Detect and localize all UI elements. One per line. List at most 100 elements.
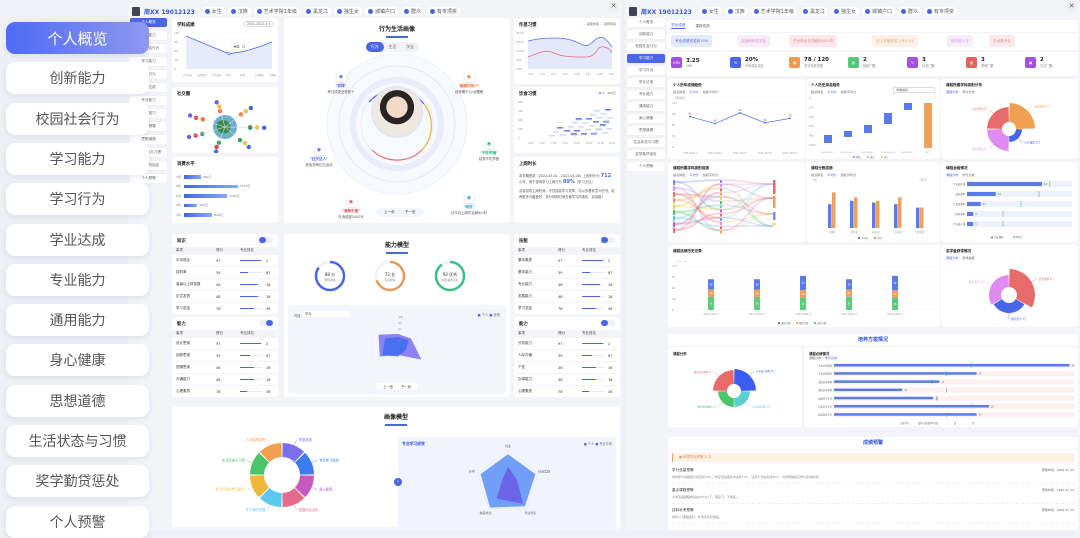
card-title: 能力: [177, 321, 186, 327]
student-name: 周XX 19012123: [641, 7, 692, 16]
next-button[interactable]: 下一页: [401, 209, 420, 216]
subnav-item[interactable]: 校园社会行为: [627, 42, 665, 51]
subnav-item[interactable]: 奖学勤贷惩处: [627, 150, 665, 159]
tag-icon: [430, 9, 435, 14]
filter-option[interactable]: 加权平均分: [703, 89, 718, 94]
svg-text:毕业论文学分: 毕业论文学分: [818, 405, 832, 409]
filter-option[interactable]: 加权平均分: [841, 172, 856, 177]
radar-axis-label: 创业: [505, 443, 511, 448]
warning-item[interactable]: 学分总量预警你的学分总数距计划完成70%，你应该在团队中完成70%，还存十分在完…: [672, 466, 1074, 484]
trait-icon: ◉: [465, 73, 474, 82]
ring-label: 学科成绩: [324, 278, 335, 282]
filter-option[interactable]: 绩点排名: [811, 172, 823, 177]
heat-cell: [557, 127, 563, 129]
subnav-item[interactable]: 个人预警: [130, 174, 167, 183]
menu-item[interactable]: 专业能力: [6, 264, 149, 296]
filter-option[interactable]: 奖学金额: [962, 255, 974, 260]
legend-swatch: [796, 322, 798, 324]
prev-button[interactable]: 上一页: [380, 209, 399, 216]
menu-item[interactable]: 学习能力: [6, 143, 149, 175]
menu-item[interactable]: 奖学勤贷惩处: [6, 465, 149, 497]
filter-option[interactable]: 平均分: [689, 89, 698, 94]
term-select[interactable]: 2021-2022-1 ▾: [243, 21, 274, 27]
rank-bar-fill: [240, 284, 258, 286]
chevron-right-icon[interactable]: ›: [394, 478, 402, 486]
rank-bar: [240, 260, 262, 262]
menu-item[interactable]: 创新能力: [6, 62, 149, 94]
subnav-item[interactable]: 个人预警: [627, 162, 665, 171]
student-tag: 艺术学院1年级: [751, 7, 797, 16]
heat-cell: [585, 129, 591, 131]
subnav-item[interactable]: 创新能力: [627, 30, 665, 39]
plan-section-title: 培养方案情况: [668, 334, 1078, 346]
filter-option[interactable]: 平均分: [689, 172, 698, 177]
portrait-tab[interactable]: 生活: [384, 42, 402, 52]
rank-select[interactable]: 学期排名: [893, 87, 935, 93]
filter-option[interactable]: 平均分: [827, 89, 836, 94]
filter-option[interactable]: 加权平均分: [841, 89, 856, 94]
subnav-item[interactable]: 学习能力: [627, 54, 665, 63]
period-select[interactable]: 学年: [302, 311, 350, 317]
view-toggle[interactable]: [601, 237, 615, 243]
menu-item[interactable]: 学业达成: [6, 224, 149, 256]
label-line: [294, 440, 296, 446]
next-button[interactable]: 下一页: [398, 383, 414, 390]
heat-cell: [592, 132, 598, 134]
prev-button[interactable]: 上一页: [380, 383, 396, 390]
view-toggle[interactable]: [601, 320, 615, 326]
menu-item[interactable]: 个人预警: [6, 506, 149, 538]
student-name: 周XX 19012123: [144, 7, 195, 16]
tab-courses[interactable]: 课程成绩: [695, 24, 709, 29]
filter-option[interactable]: 课程分布: [946, 89, 958, 94]
filter-option[interactable]: 学分达成: [962, 172, 974, 177]
table-header: 事项得分专业排名: [514, 330, 620, 338]
menu-item[interactable]: 思想道德: [6, 385, 149, 417]
close-button[interactable]: ✕: [609, 2, 618, 11]
view-toggle[interactable]: [259, 237, 273, 243]
y-tick: 60: [672, 123, 676, 127]
subnav-item[interactable]: 通用能力: [627, 102, 665, 111]
menu-item[interactable]: 生活状态与习惯: [6, 425, 149, 457]
heat-cell: [576, 118, 582, 120]
subnav-item[interactable]: 身心健康: [627, 114, 665, 123]
sankey-link: [675, 180, 720, 182]
subnav-item[interactable]: 生活状态与习惯: [627, 138, 665, 147]
tab-academic[interactable]: 学业成绩: [671, 23, 685, 29]
filter-option[interactable]: 绩点排名: [811, 89, 823, 94]
svg-text:专业核心课: 专业核心课: [953, 222, 966, 226]
filter-option[interactable]: 课程分布: [809, 356, 821, 360]
warning-item[interactable]: 挂科补考预警你有1门课程挂科，补考请及时准备。预警时间：2022.07.20: [672, 506, 1074, 524]
subnav-item[interactable]: 思想道德: [627, 126, 665, 135]
subnav-item[interactable]: 个人概览: [627, 18, 665, 27]
filter-option[interactable]: 课程分布: [946, 255, 958, 260]
subnav-item[interactable]: 专业能力: [627, 90, 665, 99]
portrait-tab[interactable]: 学业: [401, 42, 419, 52]
filter-option[interactable]: 绩点排名: [673, 172, 685, 177]
ring-label: 综合素质评价: [442, 278, 459, 282]
warning-item[interactable]: 重点课程预警大学英语课程成绩在60分以下，需复习，不能挂。预警时间：2022.0…: [672, 486, 1074, 504]
menu-item[interactable]: 学习行为: [6, 183, 149, 215]
subnav-item[interactable]: 学习行为: [627, 66, 665, 75]
svg-text:● 完成课程: ● 完成课程: [991, 235, 1004, 239]
filter-option[interactable]: 加权平均分: [703, 172, 718, 177]
filter-option[interactable]: 平均分: [827, 172, 836, 177]
view-toggle[interactable]: [259, 320, 273, 326]
subnav-item[interactable]: 学业达成: [627, 78, 665, 87]
filter-option[interactable]: 课程分布: [946, 172, 958, 177]
filter-option[interactable]: 学分分布: [962, 89, 974, 94]
filter-option[interactable]: 绩点排名: [673, 89, 685, 94]
close-button[interactable]: ✕: [1067, 2, 1076, 11]
radar-tick: 100: [399, 316, 404, 319]
menu-item[interactable]: 身心健康: [6, 344, 149, 376]
radar-axis-label: 精英学生: [480, 510, 492, 515]
filter-option[interactable]: 学分达成: [825, 356, 837, 360]
menu-item[interactable]: 个人概览: [6, 22, 149, 54]
menu-item[interactable]: 通用能力: [6, 304, 149, 336]
svg-text:专业必修课程: 专业必修课程: [818, 364, 832, 368]
warning-section-title: 成绩预警: [668, 437, 1078, 449]
x-tick: 4.23: [540, 73, 546, 76]
portrait-tab[interactable]: 行为: [366, 42, 384, 52]
menu-item[interactable]: 校园社会行为: [6, 103, 149, 135]
